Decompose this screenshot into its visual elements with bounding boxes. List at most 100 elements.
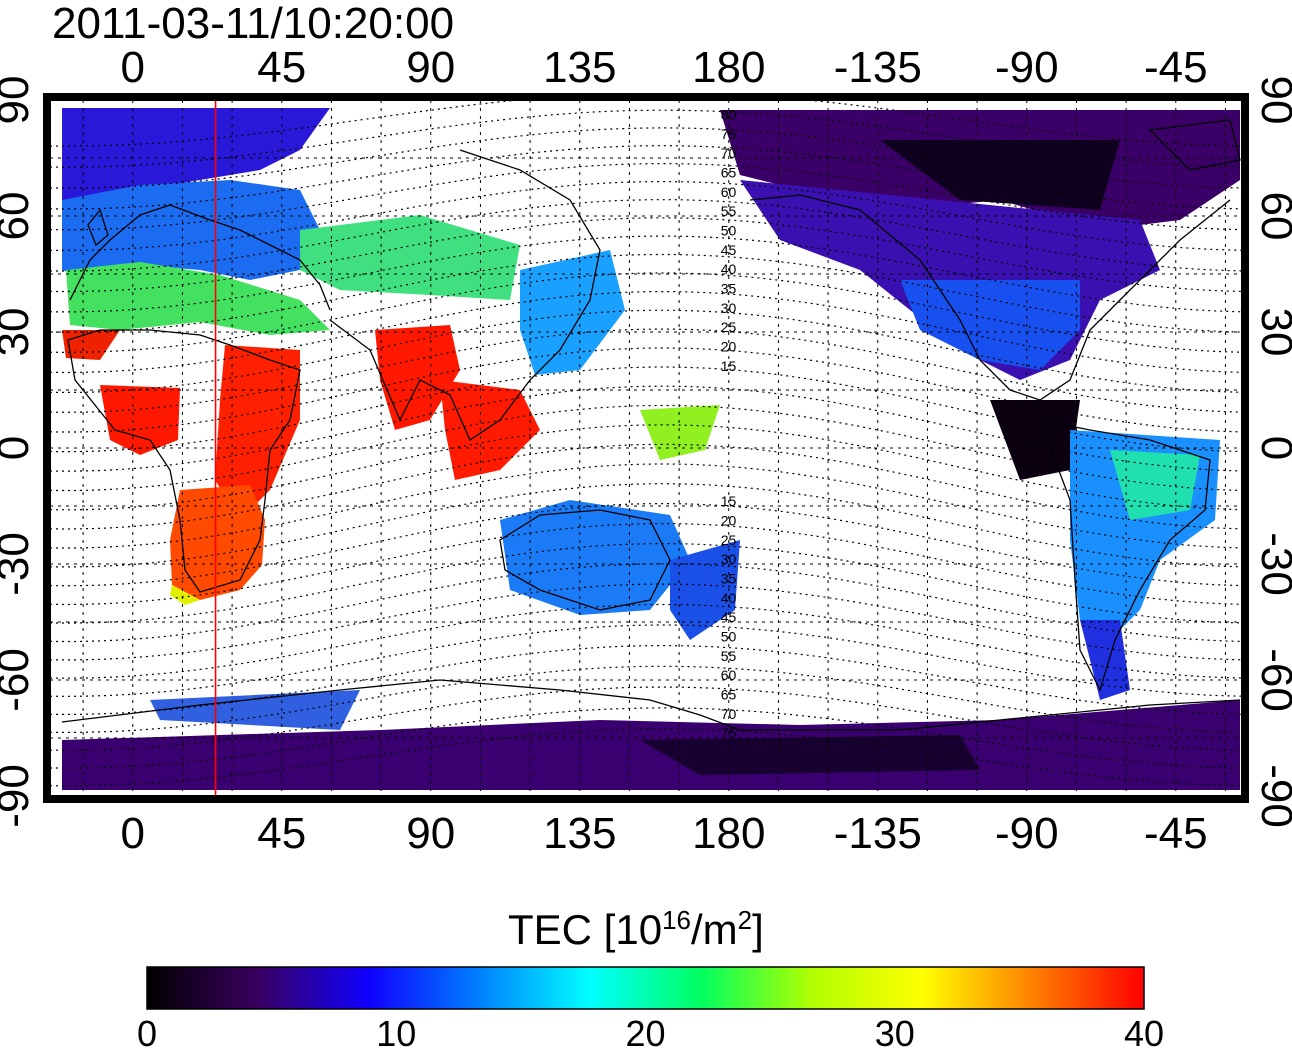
- coast-south-america: [1038, 419, 1211, 692]
- colorbar: [146, 966, 1145, 1010]
- contour-label: 35: [721, 280, 737, 296]
- lon-tick-label-top: 45: [257, 43, 306, 92]
- geomagnetic-contour: [50, 483, 1242, 568]
- coast-europe: [69, 204, 331, 311]
- geomagnetic-contour: [50, 217, 1242, 293]
- map-left-bar: [43, 93, 50, 803]
- geomagnetic-contour: [50, 163, 1242, 231]
- contour-label: 30: [721, 551, 737, 567]
- tec-region-se-asia: [440, 380, 540, 480]
- contour-label: 55: [721, 648, 737, 664]
- geomagnetic-contour: [50, 707, 1242, 769]
- lat-tick-label-left: 60: [0, 192, 38, 241]
- tec-region-central-america: [990, 400, 1080, 480]
- geomagnetic-contour: [50, 503, 1242, 587]
- geomagnetic-contour: [50, 366, 1242, 453]
- tec-region-west-africa: [100, 385, 180, 455]
- tec-region-asia-green: [300, 215, 520, 300]
- contour-label: 70: [721, 145, 737, 161]
- tec-region-europe: [62, 180, 320, 280]
- coast-north-america: [749, 194, 1231, 401]
- geomagnetic-contour: [50, 563, 1242, 643]
- contour-label: 60: [721, 667, 737, 683]
- geomagnetic-contour: [50, 404, 1242, 492]
- tec-region-australia: [500, 500, 690, 615]
- contour-label: 45: [721, 242, 737, 258]
- lon-tick-label-bottom: 90: [406, 809, 455, 858]
- contour-label: 25: [721, 319, 737, 335]
- colorbar-tick-label: 0: [136, 1013, 158, 1054]
- colorbar-tick-label: 10: [376, 1013, 417, 1054]
- lon-tick-label-bottom: 0: [121, 809, 145, 858]
- tec-region-antarctic-blue: [150, 690, 360, 730]
- lon-tick-label-top: -45: [1144, 43, 1208, 92]
- tec-data-layer: [62, 108, 1240, 790]
- lat-tick-label-left: -30: [0, 532, 38, 596]
- geomagnetic-contour: [50, 272, 1242, 354]
- geomagnetic-contour: [50, 665, 1242, 733]
- geomagnetic-contour: [50, 583, 1242, 661]
- lat-tick-label-left: 30: [0, 308, 38, 357]
- lat-tick-label-right: -90: [1252, 764, 1292, 828]
- lat-tick-label-right: 0: [1252, 436, 1292, 460]
- lat-tick-label-left: -90: [0, 764, 38, 828]
- geomagnetic-contour: [50, 443, 1242, 530]
- tec-region-south-america-green: [1110, 450, 1200, 520]
- geomagnetic-contour: [50, 253, 1242, 333]
- colorbar-title: TEC [1016/m2]: [508, 905, 764, 953]
- contour-label: 30: [721, 300, 737, 316]
- lat-tick-label-left: 0: [0, 436, 38, 460]
- contour-label: 20: [721, 338, 737, 354]
- geomagnetic-contour: [50, 543, 1242, 624]
- lon-tick-label-top: 90: [406, 43, 455, 92]
- tec-region-south-africa: [170, 485, 265, 600]
- lon-tick-label-bottom: -45: [1144, 809, 1208, 858]
- lon-tick-label-top: 0: [121, 43, 145, 92]
- contour-label: 80: [721, 106, 737, 122]
- geomagnetic-contour: [50, 109, 1242, 168]
- geomagnetic-contour: [50, 235, 1242, 313]
- lon-tick-label-bottom: 45: [257, 809, 306, 858]
- geomagnetic-contour: [50, 523, 1242, 606]
- geomagnetic-contour: [50, 100, 1242, 147]
- contour-label: 60: [721, 184, 737, 200]
- lon-tick-label-top: -135: [834, 43, 922, 92]
- coast-antarctica: [61, 679, 1241, 731]
- geomagnetic-contours: [50, 100, 1242, 787]
- coastlines: [61, 119, 1241, 731]
- contour-label: 55: [721, 203, 737, 219]
- tec-region-europe-north: [62, 108, 330, 210]
- geomagnetic-contour: [50, 603, 1242, 679]
- lat-tick-label-right: 60: [1252, 192, 1292, 241]
- geomagnetic-contour: [50, 728, 1242, 787]
- geomagnetic-contour: [50, 686, 1242, 751]
- colorbar-tick-label: 20: [625, 1013, 666, 1054]
- geomagnetic-contour: [50, 127, 1242, 189]
- coast-australia: [499, 509, 671, 611]
- tec-region-japan: [520, 250, 625, 375]
- geomagnetic-contour: [50, 645, 1242, 715]
- map-top-bar: [50, 93, 1242, 100]
- tec-region-europe-south: [66, 262, 330, 335]
- lat-tick-label-right: -30: [1252, 532, 1292, 596]
- lon-tick-label-bottom: 180: [692, 809, 765, 858]
- lat-tick-label-right: 90: [1252, 76, 1292, 125]
- map-bottom-bar: [50, 796, 1242, 803]
- tec-region-asia: [375, 325, 460, 430]
- map-timestamp: 2011-03-11/10:20:00: [52, 0, 455, 48]
- geomagnetic-contour: [50, 347, 1242, 433]
- contour-label: 70: [721, 706, 737, 722]
- lat-tick-label-right: -60: [1252, 648, 1292, 712]
- coast-uk: [87, 208, 109, 247]
- tec-region-pacific-green: [640, 405, 720, 460]
- coast-greenland: [1148, 119, 1241, 171]
- tec-region-patagonia: [1080, 620, 1130, 700]
- geomagnetic-contour: [50, 624, 1242, 697]
- geomagnetic-contour: [50, 463, 1242, 549]
- axis-tick-labels: 0045459090135135180180-135-135-90-90-45-…: [0, 43, 1292, 858]
- geomagnetic-contour: [50, 424, 1242, 511]
- contour-label: 25: [721, 532, 737, 548]
- coast-africa: [67, 329, 301, 593]
- lon-tick-label-top: 180: [692, 43, 765, 92]
